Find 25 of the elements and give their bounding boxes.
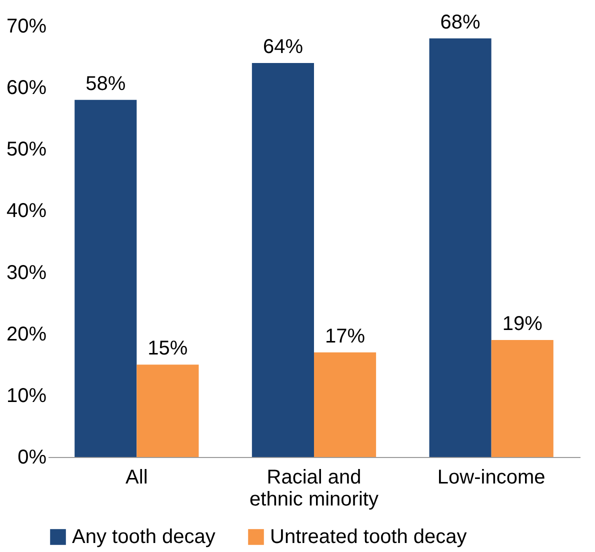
bar (252, 62, 314, 457)
data-label: 68% (440, 11, 481, 34)
bar (314, 352, 376, 457)
x-tick-label: Low-income (437, 466, 546, 488)
y-tick-label: 20% (6, 323, 47, 346)
y-tick-label: 40% (6, 200, 47, 222)
bar (491, 340, 554, 457)
y-tick-label: 50% (6, 138, 47, 161)
bar (429, 38, 492, 457)
bar (136, 364, 199, 457)
data-label: 17% (325, 325, 366, 348)
y-tick-label: 60% (6, 77, 47, 100)
legend-label: Untreated tooth decay (270, 526, 467, 548)
data-label: 15% (148, 338, 188, 360)
y-tick-label: 10% (6, 384, 47, 407)
bar (74, 100, 137, 457)
x-tick-label: All (126, 466, 148, 488)
y-tick-label: 70% (6, 16, 47, 38)
data-label: 64% (262, 36, 304, 58)
y-tick-label: 0% (18, 446, 47, 468)
x-tick-label: Racial and ethnic minority (250, 466, 378, 510)
legend-label: Any tooth decay (72, 526, 216, 548)
data-label: 19% (502, 313, 543, 336)
y-tick-label: 30% (6, 262, 47, 284)
data-label: 58% (86, 72, 126, 95)
